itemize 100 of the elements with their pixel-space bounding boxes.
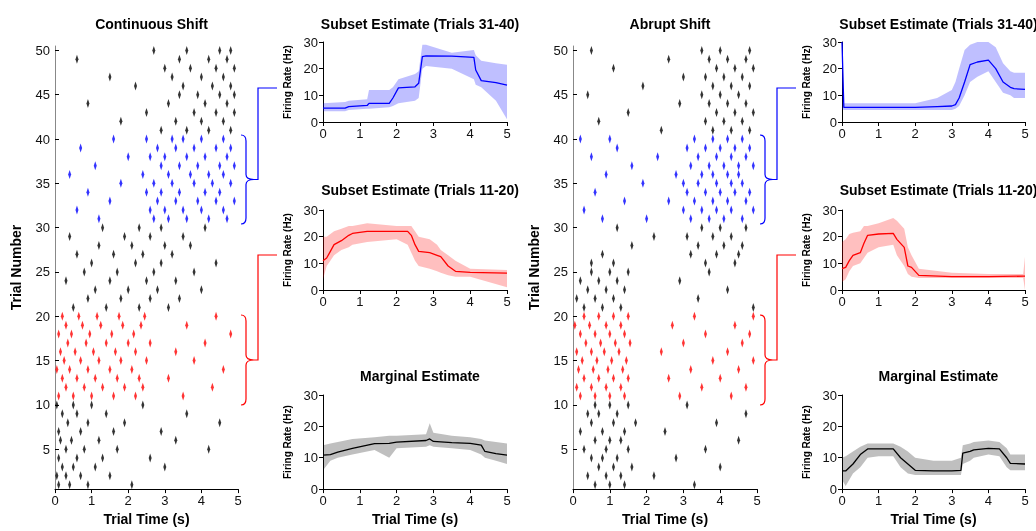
x-tick-label: 3 [429,493,438,509]
x-tick-label: 3 [429,126,438,141]
y-tick-label: 30 [822,34,837,50]
x-tick-label: 3 [948,294,956,309]
y-tick-label: 50 [35,42,50,58]
x-tick-label: 2 [392,126,401,141]
x-tick-label: 1 [606,493,614,509]
y-tick-label: 0 [310,481,318,497]
line-series [322,55,508,109]
y-tick-label: 15 [35,353,50,369]
chart-title: Marginal Estimate [878,368,999,384]
x-tick-label: 4 [197,493,206,509]
y-tick-label: 45 [553,87,568,103]
x-tick-label: 1 [356,294,364,309]
y-tick-label: 15 [553,353,568,369]
line-series [322,230,508,274]
y-tick-label: 30 [553,220,568,236]
y-axis-title: Firing Rate (Hz) [282,45,294,119]
x-tick-label: 5 [503,126,511,141]
x-tick-label: 1 [874,294,883,309]
y-tick-label: 30 [822,387,837,403]
y-tick-label: 0 [829,114,837,130]
x-tick-label: 2 [392,493,401,509]
x-tick-label: 1 [87,493,96,509]
y-tick-label: 35 [35,175,50,191]
x-tick-label: 5 [753,493,761,509]
y-tick-label: 30 [822,202,837,218]
x-tick-label: 4 [984,294,993,309]
y-tick-label: 20 [822,61,837,77]
y-axis-title: Trial Number [526,224,542,311]
x-tick-label: 5 [503,294,511,309]
chart-title: Abrupt Shift [629,16,711,32]
y-tick-label: 5 [560,441,568,457]
chart-title: Subset Estimate (Trials 31-40) [320,16,520,32]
x-tick-label: 1 [356,493,364,509]
y-tick-label: 0 [310,282,318,298]
y-tick-label: 5 [42,441,50,457]
y-tick-label: 10 [303,255,318,271]
y-tick-label: 35 [553,175,568,191]
y-tick-label: 30 [35,220,50,236]
x-tick-label: 5 [234,493,242,509]
x-tick-label: 4 [984,493,993,509]
y-tick-label: 20 [303,418,318,434]
y-axis-title: Firing Rate (Hz) [801,405,813,479]
x-tick-label: 2 [911,493,919,509]
y-tick-label: 10 [303,87,318,103]
y-axis-title: Firing Rate (Hz) [282,405,294,479]
x-tick-label: 3 [429,294,438,309]
x-tick-label: 4 [466,126,474,141]
x-tick-label: 4 [466,294,474,309]
y-tick-label: 40 [553,131,568,147]
x-tick-label: 5 [1021,294,1029,309]
x-tick-label: 4 [466,493,474,509]
y-tick-label: 40 [35,131,50,147]
y-tick-label: 25 [35,264,50,280]
x-tick-label: 2 [392,294,401,309]
x-tick-label: 5 [1021,493,1029,509]
x-tick-label: 1 [874,493,883,509]
x-tick-label: 1 [874,126,883,141]
y-axis-title: Firing Rate (Hz) [801,45,813,119]
x-axis-title: Trial Time (s) [621,511,709,527]
x-axis-title: Trial Time (s) [371,511,459,527]
y-tick-label: 10 [553,397,568,413]
chart-title: Marginal Estimate [360,368,481,384]
y-tick-label: 0 [310,114,318,130]
y-tick-label: 25 [553,264,568,280]
y-tick-label: 30 [303,202,318,218]
x-tick-label: 2 [911,126,919,141]
y-tick-label: 0 [829,282,837,298]
y-tick-label: 10 [822,255,837,271]
y-tick-label: 20 [822,229,837,245]
x-tick-label: 2 [911,294,919,309]
y-tick-label: 20 [303,61,318,77]
x-tick-label: 3 [948,126,956,141]
x-axis-title: Trial Time (s) [103,511,190,527]
line-series [841,232,1026,278]
x-tick-label: 5 [503,493,511,509]
y-tick-label: 20 [822,418,837,434]
x-axis-title: Trial Time (s) [890,511,977,527]
x-tick-label: 2 [642,493,651,509]
y-axis-title: Firing Rate (Hz) [801,213,813,287]
chart-title: Subset Estimate (Trials 11-20) [839,182,1036,198]
y-tick-label: 10 [822,87,837,103]
y-tick-label: 50 [553,42,568,58]
y-tick-label: 20 [35,308,50,324]
y-axis-title: Trial Number [8,224,24,311]
y-tick-label: 10 [35,397,50,413]
y-tick-label: 30 [303,387,318,403]
x-tick-label: 4 [716,493,724,509]
y-tick-label: 45 [35,87,50,103]
chart-title: Continuous Shift [95,16,209,32]
y-tick-label: 10 [303,450,318,466]
chart-title: Subset Estimate (Trials 11-20) [321,182,519,198]
y-tick-label: 10 [822,450,837,466]
x-tick-label: 4 [984,126,993,141]
x-tick-label: 1 [356,126,364,141]
x-tick-label: 3 [679,493,688,509]
x-tick-label: 5 [1021,126,1029,141]
y-tick-label: 30 [303,34,318,50]
x-tick-label: 2 [124,493,132,509]
